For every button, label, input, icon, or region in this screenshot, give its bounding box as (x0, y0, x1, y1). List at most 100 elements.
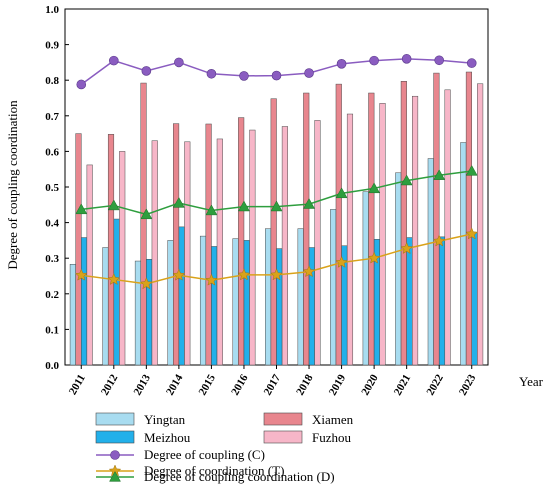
bar-xiamen (368, 92, 375, 366)
bar-fuzhou (477, 83, 484, 366)
bar-yingtan (330, 209, 337, 366)
bar-fuzhou (346, 113, 354, 366)
bar-yingtan (69, 264, 76, 366)
x-axis-title: Year (519, 374, 544, 389)
point-star (432, 234, 446, 247)
bar-meizhou (276, 248, 283, 366)
x-tick-label: 2020 (359, 372, 381, 397)
legend-label: Fuzhou (312, 430, 352, 445)
bar-xiamen (238, 117, 245, 366)
x-tick-label: 2021 (392, 373, 413, 398)
y-tick-label: 0.1 (45, 324, 59, 336)
x-tick-label: 2023 (457, 372, 479, 397)
legend-swatch-fuzhou (263, 430, 303, 444)
legend-label: Xiamen (312, 412, 354, 427)
point-star (335, 255, 348, 268)
point-triangle (270, 200, 283, 212)
bar-xiamen (140, 82, 147, 366)
bar-xiamen (270, 98, 277, 366)
bar-meizhou (243, 240, 250, 366)
bar-fuzhou (314, 120, 321, 366)
point-circle (336, 59, 347, 69)
point-triangle (140, 208, 153, 220)
bar-meizhou (178, 226, 185, 366)
point-circle (401, 54, 412, 64)
bar-fuzhou (249, 129, 256, 366)
y-axis: 0.0 0.1 0.2 0.3 0.4 0.5 0.6 0.7 0.8 0.9 1.0 (45, 4, 69, 372)
point-star (140, 277, 153, 290)
point-circle (466, 58, 477, 68)
x-tick-label: 2018 (294, 372, 316, 397)
point-circle (206, 68, 217, 79)
bar-yingtan (427, 158, 434, 366)
point-triangle (75, 203, 88, 215)
point-star (172, 268, 186, 281)
legend-swatch-xiamen (263, 412, 303, 426)
bar-fuzhou (119, 151, 126, 366)
plot-area (64, 8, 489, 366)
bar-meizhou (471, 232, 478, 366)
legend-label: Degree of coupling coordination (D) (144, 469, 335, 484)
point-triangle (400, 174, 413, 186)
y-tick-label: 0.4 (45, 218, 59, 230)
legend: Yingtan Xiamen Meizhou Fuzhou Degree of coup… (95, 412, 354, 484)
bar-xiamen (107, 134, 115, 366)
bar-fuzhou (151, 140, 158, 366)
bar-fuzhou (444, 89, 451, 366)
x-tick-label: 2012 (99, 372, 121, 397)
point-star (107, 272, 121, 285)
bar-yingtan (167, 240, 174, 366)
x-tick-label: 2017 (262, 372, 284, 397)
y-tick-label: 0.7 (45, 111, 59, 123)
bar-xiamen (400, 81, 407, 366)
y-tick-label: 1.0 (45, 4, 59, 16)
bar-fuzhou (281, 126, 288, 366)
x-tick-label: 2022 (424, 372, 446, 397)
x-tick-label: 2011 (67, 373, 88, 398)
bar-meizhou (146, 259, 153, 366)
legend-marker-circle (110, 450, 120, 460)
bar-fuzhou (86, 164, 93, 366)
bar-fuzhou (412, 95, 419, 366)
legend-label: Degree of coordination (T) (144, 463, 284, 478)
legend-swatch-meizhou (95, 430, 135, 444)
y-tick-label: 0.3 (45, 253, 59, 265)
legend-marker-triangle (109, 470, 121, 482)
bar-yingtan (199, 235, 207, 366)
point-circle (239, 71, 249, 81)
legend-label: Meizhou (144, 430, 191, 445)
bar-xiamen (75, 133, 82, 366)
bar-xiamen (335, 83, 342, 366)
y-axis-title: Degree of coupling coordination (5, 100, 20, 270)
point-circle (76, 79, 87, 90)
bar-xiamen (303, 92, 310, 366)
x-tick-label: 2015 (197, 372, 219, 397)
point-circle (369, 55, 379, 66)
point-circle (141, 66, 152, 76)
bar-meizhou (211, 246, 218, 366)
bar-yingtan (102, 247, 109, 366)
point-triangle (433, 169, 446, 180)
bar-yingtan (297, 228, 304, 366)
x-tick-label: 2014 (164, 372, 186, 397)
x-tick-label: 2013 (132, 372, 154, 397)
point-triangle (205, 204, 218, 216)
point-star (400, 241, 413, 254)
y-tick-label: 0.0 (45, 360, 59, 372)
point-triangle (368, 182, 381, 194)
bar-meizhou (308, 247, 315, 366)
bar-meizhou (81, 237, 88, 366)
legend-label: Yingtan (144, 412, 186, 427)
point-circle (271, 70, 282, 81)
point-triangle (303, 198, 315, 209)
y-tick-label: 0.5 (45, 182, 59, 194)
point-circle (109, 55, 119, 66)
bar-meizhou (406, 237, 413, 366)
bar-meizhou (438, 236, 446, 366)
point-star (205, 273, 218, 286)
bar-yingtan (395, 172, 402, 366)
legend-swatch-yingtan (95, 412, 135, 426)
point-circle (434, 55, 444, 66)
point-circle (174, 57, 184, 68)
point-star (270, 268, 283, 281)
